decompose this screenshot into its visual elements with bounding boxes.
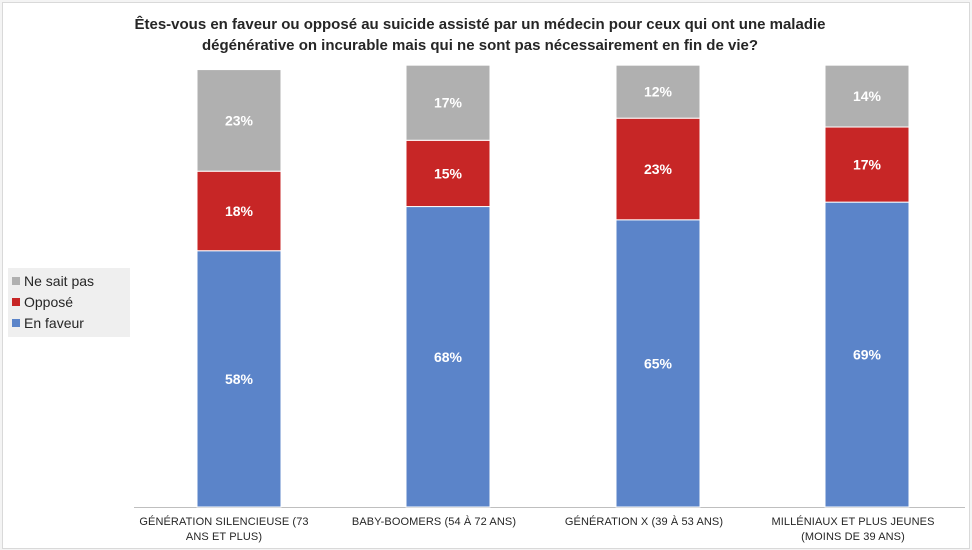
data-label-en-faveur-1: 68% (434, 349, 463, 365)
bar-oppose-3 (824, 126, 910, 203)
legend-label-en-faveur: En faveur (24, 315, 84, 331)
bar-oppose-2 (615, 117, 701, 221)
bar-ne-sait-pas-0 (196, 69, 282, 172)
legend-swatch-ne-sait-pas (12, 277, 20, 285)
data-label-ne-sait-pas-3: 14% (853, 88, 882, 104)
data-label-oppose-0: 18% (225, 203, 254, 219)
data-label-ne-sait-pas-1: 17% (434, 95, 463, 111)
chart-title: Êtes-vous en faveur ou opposé au suicide… (134, 16, 826, 54)
data-label-ne-sait-pas-2: 12% (644, 84, 673, 100)
bar-oppose-0 (196, 170, 282, 252)
data-label-en-faveur-0: 58% (225, 371, 254, 387)
data-label-oppose-1: 15% (434, 165, 463, 181)
data-label-en-faveur-2: 65% (644, 355, 673, 371)
legend-swatch-en-faveur (12, 319, 20, 327)
category-label-milleniaux: MILLÉNIAUX ET PLUS JEUNES (MOINS DE 39 A… (771, 516, 935, 543)
bar-ne-sait-pas-1 (405, 64, 491, 141)
data-label-oppose-3: 17% (853, 157, 882, 173)
category-label-baby-boomers: BABY-BOOMERS (54 À 72 ANS) (351, 516, 517, 528)
bar-en-faveur-2 (615, 219, 701, 508)
legend-item-ne-sait-pas: Ne sait pas (12, 271, 126, 292)
legend-item-en-faveur: En faveur (12, 313, 126, 334)
bar-ne-sait-pas-3 (824, 64, 910, 128)
bar-en-faveur-3 (824, 201, 910, 508)
category-label-generation-silencieuse: GÉNÉRATION SILENCIEUSE (73 ANS ET PLUS) (139, 516, 309, 543)
data-label-ne-sait-pas-0: 23% (225, 112, 254, 128)
category-label-generation-x: GÉNÉRATION X (39 À 53 ANS) (564, 516, 724, 528)
legend-item-oppose: Opposé (12, 292, 126, 313)
legend-label-oppose: Opposé (24, 294, 74, 310)
data-label-en-faveur-3: 69% (853, 347, 882, 363)
legend-swatch-oppose (12, 298, 20, 306)
data-label-oppose-2: 23% (644, 161, 673, 177)
bar-ne-sait-pas-2 (615, 64, 701, 119)
bar-en-faveur-1 (405, 206, 491, 508)
legend: Ne sait pas Opposé En faveur (8, 268, 130, 337)
bar-oppose-1 (405, 139, 491, 208)
legend-label-ne-sait-pas: Ne sait pas (24, 273, 95, 289)
